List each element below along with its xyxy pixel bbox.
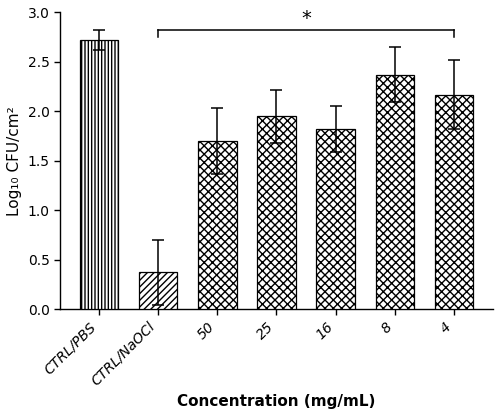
Y-axis label: Log₁₀ CFU/cm²: Log₁₀ CFU/cm² [7,106,22,215]
Bar [198,141,236,309]
Text: *: * [301,9,311,28]
Bar [316,129,355,309]
Bar [80,40,118,309]
Bar [376,75,414,309]
Bar [435,94,474,309]
X-axis label: Concentration (mg/mL): Concentration (mg/mL) [178,394,376,409]
Bar [139,272,177,309]
Bar [257,116,296,309]
